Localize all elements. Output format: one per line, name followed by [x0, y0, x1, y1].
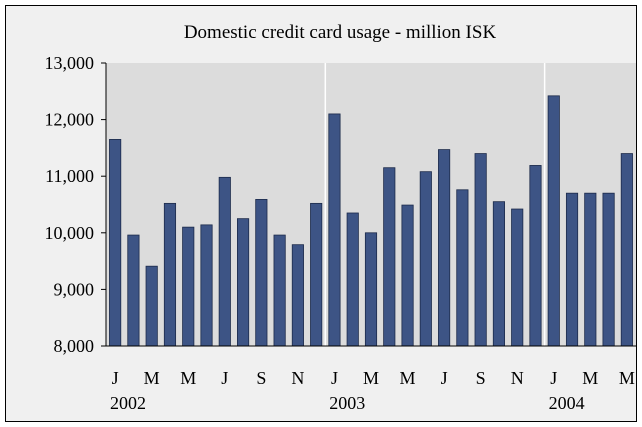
year-label: 2003 — [329, 393, 365, 413]
bar — [182, 226, 195, 347]
x-tick-label: J — [441, 368, 448, 388]
x-tick-label: S — [476, 368, 486, 388]
bar — [547, 95, 560, 347]
bar — [565, 192, 579, 347]
x-tick-label: M — [582, 368, 598, 388]
bar — [474, 153, 487, 347]
x-tick-label: N — [511, 368, 524, 388]
y-tick-label: 10,000 — [45, 223, 95, 243]
bar — [456, 189, 469, 347]
y-tick-label: 12,000 — [45, 110, 95, 130]
y-tick-label: 9,000 — [54, 279, 95, 299]
bar — [163, 202, 177, 347]
x-tick-label: M — [363, 368, 379, 388]
y-tick-label: 11,000 — [45, 166, 94, 186]
x-tick-label: J — [221, 368, 228, 388]
bar — [438, 149, 451, 347]
bar — [237, 218, 250, 347]
bar — [127, 234, 140, 347]
bar — [419, 171, 432, 347]
x-tick-label: M — [180, 368, 196, 388]
x-tick-label: J — [112, 368, 119, 388]
bar — [109, 139, 122, 347]
bar — [310, 202, 323, 347]
x-tick-label: J — [550, 368, 557, 388]
bar — [255, 199, 268, 347]
bar — [620, 153, 633, 347]
x-tick-label: S — [256, 368, 266, 388]
bar — [291, 244, 304, 347]
bars — [109, 95, 633, 347]
bar — [218, 176, 231, 347]
bar — [364, 232, 378, 347]
bar — [346, 212, 359, 347]
y-axis: 8,000 9,000 10,000 11,000 12,000 13,000 — [45, 53, 107, 356]
x-tick-label: M — [144, 368, 160, 388]
y-tick-label: 8,000 — [54, 336, 95, 356]
bar — [401, 204, 414, 347]
year-label: 2002 — [110, 393, 146, 413]
y-tick-label: 13,000 — [45, 53, 95, 73]
bar — [273, 234, 286, 347]
bar — [584, 192, 597, 347]
bar — [145, 265, 158, 347]
x-tick-label: M — [619, 368, 635, 388]
bar — [200, 224, 213, 347]
bar — [328, 113, 341, 347]
bar — [492, 201, 505, 347]
x-tick-label: M — [400, 368, 416, 388]
bar — [383, 167, 396, 347]
year-dividers — [324, 63, 546, 346]
x-tick-label: N — [291, 368, 304, 388]
bar — [529, 165, 542, 347]
x-tick-label: J — [331, 368, 338, 388]
year-label: 2004 — [549, 393, 585, 413]
bar — [602, 192, 615, 347]
bar — [511, 208, 524, 347]
chart-title: Domestic credit card usage - million ISK — [184, 22, 497, 43]
